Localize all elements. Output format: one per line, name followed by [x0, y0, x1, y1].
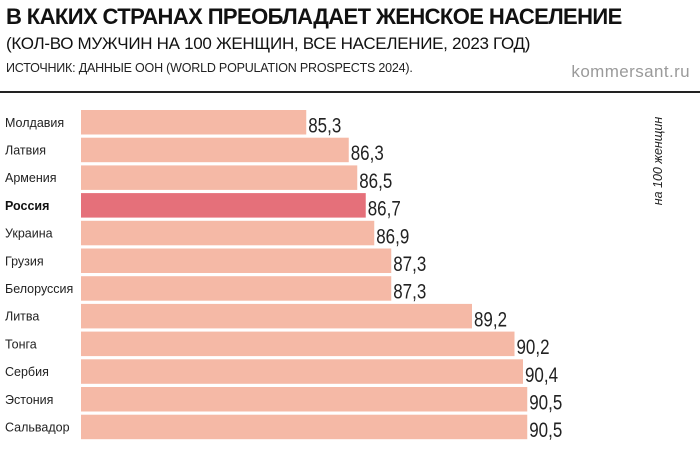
value-label-8: 90,2: [517, 336, 550, 359]
bar-9: [81, 359, 523, 384]
value-label-9: 90,4: [525, 364, 558, 387]
header-divider: [0, 91, 700, 93]
bar-chart: Молдавия 85,3 Латвия 86,3 Армения 86,5 Россия 8…: [5, 110, 562, 442]
unit-label: на 100 женщин: [651, 116, 665, 206]
bar-0: [81, 110, 307, 135]
value-label-11: 90,5: [529, 419, 562, 442]
bar-8: [81, 331, 515, 357]
bar-11: [81, 414, 528, 440]
bar-3: [81, 193, 366, 218]
category-label-7: Литва: [5, 310, 39, 324]
bar-7: [81, 303, 472, 329]
category-label-11: Сальвадор: [5, 420, 70, 434]
bar-6: [81, 276, 392, 301]
value-label-0: 85,3: [308, 115, 341, 138]
category-label-9: Сербия: [5, 365, 49, 379]
category-label-2: Армения: [5, 171, 57, 185]
value-label-5: 87,3: [393, 253, 426, 276]
category-label-10: Эстония: [5, 393, 53, 407]
value-label-2: 86,5: [359, 170, 392, 193]
bar-1: [81, 137, 349, 163]
bar-5: [81, 248, 392, 273]
value-label-4: 86,9: [376, 225, 409, 248]
chart-title: В КАКИХ СТРАНАХ ПРЕОБЛАДАЕТ ЖЕНСКОЕ НАСЕ…: [6, 4, 622, 29]
bar-2: [81, 165, 358, 190]
value-label-10: 90,5: [529, 392, 562, 415]
category-label-4: Украина: [5, 227, 53, 241]
chart-subtitle: (КОЛ-ВО МУЖЧИН НА 100 ЖЕНЩИН, ВСЕ НАСЕЛЕ…: [6, 34, 531, 53]
category-label-6: Белоруссия: [5, 282, 73, 296]
source-note: ИСТОЧНИК: ДАННЫЕ ООН (WORLD POPULATION P…: [6, 61, 413, 75]
value-label-1: 86,3: [351, 142, 384, 165]
bar-10: [81, 387, 528, 412]
value-label-7: 89,2: [474, 308, 507, 331]
value-label-6: 87,3: [393, 281, 426, 304]
value-label-3: 86,7: [368, 198, 401, 221]
category-label-0: Молдавия: [5, 116, 64, 130]
category-label-5: Грузия: [5, 254, 44, 268]
category-label-1: Латвия: [5, 143, 46, 157]
category-label-8: Тонга: [5, 337, 37, 351]
brand-watermark: kommersant.ru: [571, 62, 690, 81]
category-label-3: Россия: [5, 199, 49, 213]
bar-4: [81, 220, 375, 246]
